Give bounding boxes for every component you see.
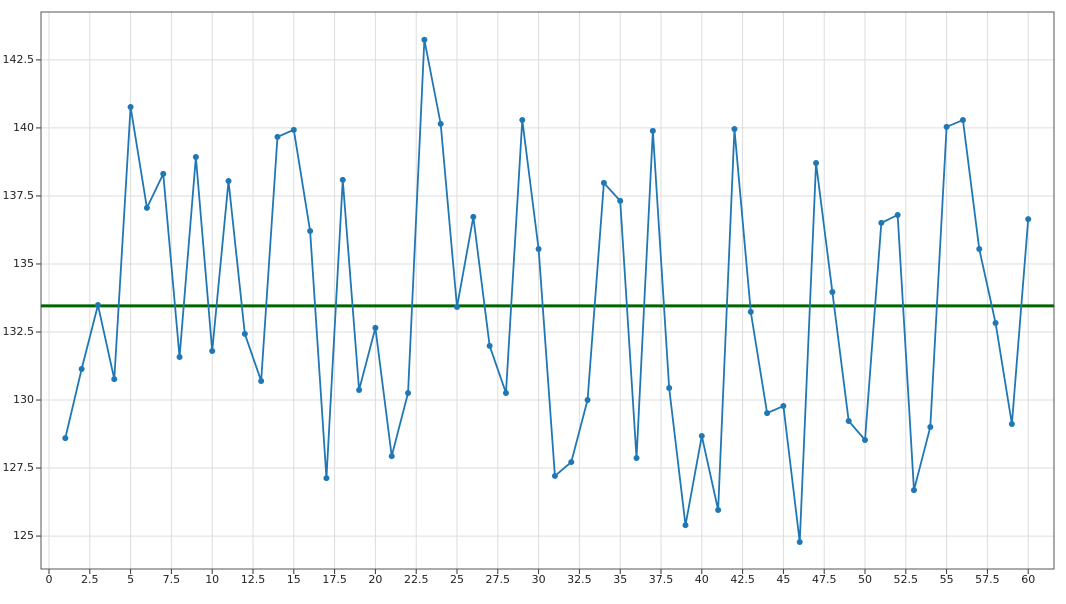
data-point [290,126,297,133]
data-point [160,170,167,177]
data-point [845,417,852,424]
x-tick-label: 15 [287,573,301,586]
data-point [731,126,738,133]
data-point [617,197,624,204]
data-point [943,123,950,130]
x-tick-label: 12.5 [241,573,266,586]
data-point [405,389,412,396]
y-tick-label: 132.5 [3,325,35,338]
y-tick-label: 127.5 [3,461,35,474]
data-point [470,213,477,220]
x-tick-label: 40 [695,573,709,586]
data-point [486,342,493,349]
x-tick-label: 25 [450,573,464,586]
data-point [976,246,983,253]
data-point [94,302,101,309]
x-tick-label: 52.5 [894,573,919,586]
x-tick-label: 20 [368,573,382,586]
data-point [388,453,395,460]
data-point [78,366,85,373]
plot-frame [40,11,1055,570]
x-tick-label: 22.5 [404,573,429,586]
x-tick-label: 55 [940,573,954,586]
data-point [878,219,885,226]
data-point [209,348,216,355]
data-point [666,385,673,392]
data-point [356,386,363,393]
data-point [796,539,803,546]
data-point [421,36,428,43]
data-point [454,303,461,310]
data-point [649,127,656,134]
x-tick-label: 0 [45,573,52,586]
data-point [910,487,917,494]
data-line [64,39,1030,543]
y-tick-label: 140 [13,121,34,134]
x-tick-label: 57.5 [975,573,1000,586]
data-point [584,397,591,404]
x-tick-label: 35 [613,573,627,586]
data-point [176,354,183,361]
data-point [437,120,444,127]
x-tick-label: 10 [205,573,219,586]
data-point [600,179,607,186]
data-point [519,117,526,124]
y-tick-label: 125 [13,529,34,542]
x-tick-label: 7.5 [163,573,181,586]
x-tick-label: 37.5 [649,573,674,586]
x-tick-label: 27.5 [486,573,511,586]
data-point [780,403,787,410]
data-point [1008,420,1015,427]
data-point [143,204,150,211]
data-point [698,432,705,439]
data-point [1025,216,1032,223]
data-point [682,522,689,529]
data-point [813,160,820,167]
x-tick-label: 30 [532,573,546,586]
data-point [829,288,836,295]
data-point [274,133,281,140]
data-point [339,176,346,183]
data-point [747,308,754,315]
x-tick-label: 5 [127,573,134,586]
data-point [992,320,999,327]
data-point [127,103,134,110]
data-point [323,475,330,482]
data-point [927,423,934,430]
data-point [715,506,722,513]
data-point [764,410,771,417]
data-point [959,117,966,124]
x-tick-label: 50 [858,573,872,586]
data-point [62,435,69,442]
data-point [258,377,265,384]
x-tick-label: 32.5 [567,573,592,586]
data-point [241,330,248,337]
data-point [502,389,509,396]
data-point [535,246,542,253]
x-tick-label: 42.5 [730,573,755,586]
y-tick-label: 130 [13,393,34,406]
x-tick-label: 47.5 [812,573,837,586]
x-tick-label: 2.5 [81,573,99,586]
data-point [633,454,640,461]
data-point [551,472,558,479]
y-tick-label: 142.5 [3,53,35,66]
y-tick-label: 135 [13,257,34,270]
data-point [111,376,118,383]
y-tick-label: 137.5 [3,189,35,202]
x-tick-label: 17.5 [322,573,347,586]
data-point [225,177,232,184]
data-point [862,437,869,444]
data-point [307,228,314,235]
data-point [894,211,901,218]
x-tick-label: 45 [776,573,790,586]
data-point [192,154,199,161]
x-tick-label: 60 [1021,573,1035,586]
data-point [372,324,379,331]
data-point [568,459,575,466]
